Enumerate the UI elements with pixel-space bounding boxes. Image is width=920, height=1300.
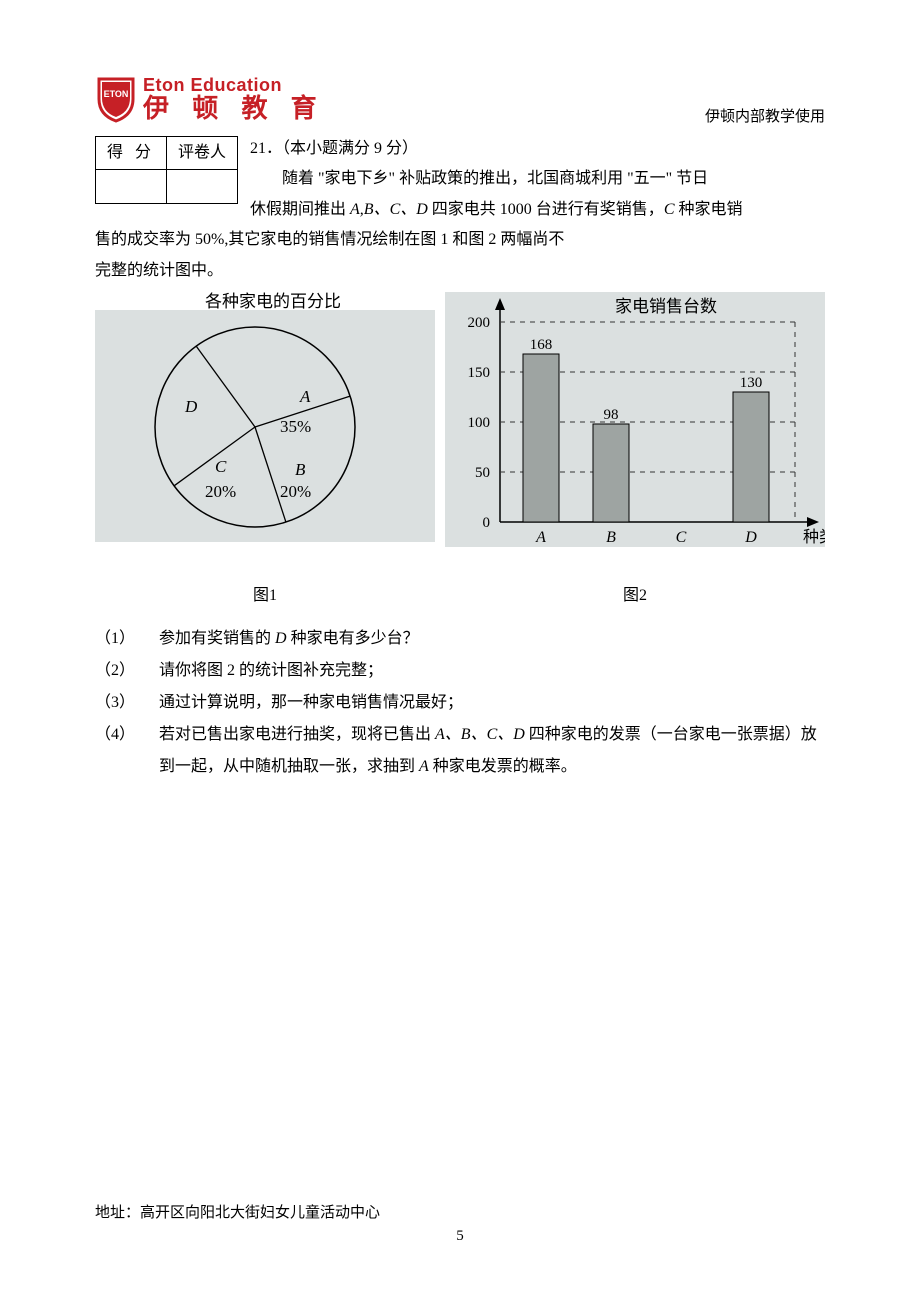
logo-text: Eton Education 伊 顿 教 育 — [143, 76, 325, 122]
q2-text: 请你将图 2 的统计图补充完整； — [159, 655, 825, 687]
pie-pct-b: 20% — [280, 482, 311, 501]
pie-label-c: C — [215, 457, 227, 476]
q1-num: （1） — [95, 623, 159, 655]
question-3: （3） 通过计算说明，那一种家电销售情况最好； — [95, 687, 825, 719]
svg-text:150: 150 — [468, 365, 491, 381]
score-col-score: 得 分 — [96, 137, 167, 170]
q3-num: （3） — [95, 687, 159, 719]
pie-chart: 各种家电的百分比 A 35% B 20% C 20% — [95, 292, 435, 572]
score-table: 得 分 评卷人 — [95, 136, 238, 204]
pie-label-a: A — [299, 387, 311, 406]
pie-label-b: B — [295, 460, 306, 479]
svg-text:B: B — [606, 529, 616, 546]
figure-1: 各种家电的百分比 A 35% B 20% C 20% — [95, 292, 435, 605]
problem-21: 得 分 评卷人 21．（本小题满分 9 分） 随着 "家电下乡" 补贴政策的推出… — [95, 134, 825, 286]
svg-text:50: 50 — [475, 465, 490, 481]
q4-text: 若对已售出家电进行抽奖，现将已售出 A、B、C、D 四种家电的发票（一台家电一张… — [159, 719, 825, 783]
logo-badge-text: ETON — [104, 89, 129, 99]
header-right-note: 伊顿内部教学使用 — [705, 105, 825, 126]
bar-chart: 家电销售台数 0 50 100 150 200 — [445, 292, 825, 572]
questions: （1） 参加有奖销售的 D 种家电有多少台？ （2） 请你将图 2 的统计图补充… — [95, 623, 825, 783]
pie-label-d: D — [184, 397, 198, 416]
bar-b — [593, 424, 629, 522]
problem-points: （本小题满分 9 分） — [282, 140, 418, 157]
bar-title: 家电销售台数 — [615, 297, 717, 316]
problem-line3: 售的成交率为 50%,其它家电的销售情况绘制在图 1 和图 2 两幅尚不 — [95, 225, 825, 255]
svg-text:D: D — [744, 529, 757, 546]
page: ETON Eton Education 伊 顿 教 育 伊顿内部教学使用 得 分… — [0, 0, 920, 1300]
bar-d-value: 130 — [740, 375, 763, 391]
pie-bg — [95, 310, 435, 542]
bar-a-value: 168 — [530, 337, 553, 353]
svg-text:200: 200 — [468, 315, 491, 331]
bar-d — [733, 392, 769, 522]
q4-num: （4） — [95, 719, 159, 783]
logo-block: ETON Eton Education 伊 顿 教 育 — [95, 75, 325, 123]
q2-num: （2） — [95, 655, 159, 687]
svg-text:A: A — [535, 529, 546, 546]
bar-xlabel: 种类 — [803, 528, 825, 546]
problem-line4: 完整的统计图中。 — [95, 256, 825, 286]
q3-text: 通过计算说明，那一种家电销售情况最好； — [159, 687, 825, 719]
figure-2: 家电销售台数 0 50 100 150 200 — [445, 292, 825, 605]
header: ETON Eton Education 伊 顿 教 育 伊顿内部教学使用 — [95, 75, 825, 126]
logo-text-cn: 伊 顿 教 育 — [143, 95, 325, 122]
question-1: （1） 参加有奖销售的 D 种家电有多少台？ — [95, 623, 825, 655]
pie-title: 各种家电的百分比 — [205, 292, 341, 311]
svg-text:C: C — [676, 529, 687, 546]
problem-number: 21． — [250, 140, 282, 157]
score-col-grader: 评卷人 — [167, 137, 238, 170]
score-cell-empty — [96, 170, 167, 203]
grader-cell-empty — [167, 170, 238, 203]
footer-address: 地址：高开区向阳北大街妇女儿童活动中心 — [95, 1201, 380, 1222]
question-4: （4） 若对已售出家电进行抽奖，现将已售出 A、B、C、D 四种家电的发票（一台… — [95, 719, 825, 783]
figure-1-caption: 图1 — [95, 581, 435, 605]
bar-a — [523, 354, 559, 522]
pie-pct-c: 20% — [205, 482, 236, 501]
q1-text: 参加有奖销售的 D 种家电有多少台？ — [159, 623, 825, 655]
score-box: 得 分 评卷人 — [95, 136, 238, 204]
logo-shield-icon: ETON — [95, 75, 137, 123]
figures-row: 各种家电的百分比 A 35% B 20% C 20% — [95, 292, 825, 605]
pie-pct-a: 35% — [280, 417, 311, 436]
svg-text:100: 100 — [468, 415, 491, 431]
question-2: （2） 请你将图 2 的统计图补充完整； — [95, 655, 825, 687]
footer-page-number: 5 — [0, 1228, 920, 1245]
svg-text:0: 0 — [483, 515, 491, 531]
bar-b-value: 98 — [604, 407, 619, 423]
figure-2-caption: 图2 — [445, 581, 825, 605]
logo-text-en: Eton Education — [143, 76, 325, 95]
